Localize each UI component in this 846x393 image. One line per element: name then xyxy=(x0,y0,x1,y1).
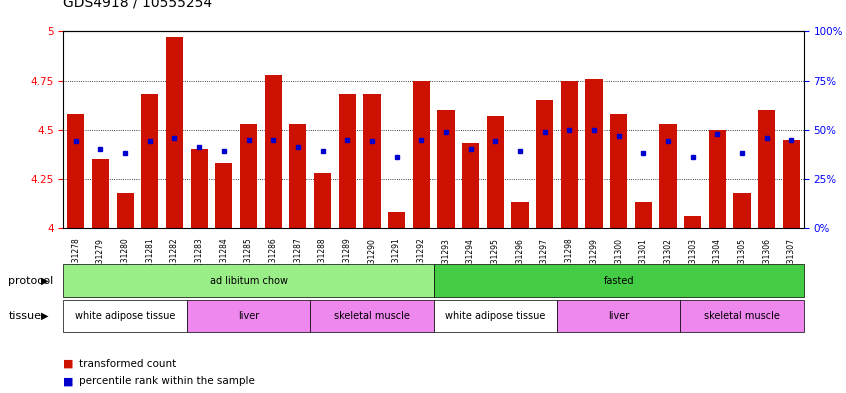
Bar xyxy=(92,159,109,228)
Bar xyxy=(709,130,726,228)
Text: ad libitum chow: ad libitum chow xyxy=(210,275,288,286)
Bar xyxy=(388,212,405,228)
Text: percentile rank within the sample: percentile rank within the sample xyxy=(79,376,255,386)
Bar xyxy=(758,110,775,228)
Bar xyxy=(561,81,578,228)
Bar xyxy=(585,79,602,228)
Text: white adipose tissue: white adipose tissue xyxy=(445,311,546,321)
Bar xyxy=(166,37,183,228)
Text: protocol: protocol xyxy=(8,275,53,286)
Bar xyxy=(437,110,454,228)
Text: ■: ■ xyxy=(63,376,74,386)
Bar xyxy=(363,94,381,228)
Bar xyxy=(117,193,134,228)
Text: GDS4918 / 10555254: GDS4918 / 10555254 xyxy=(63,0,212,10)
Text: ■: ■ xyxy=(63,358,74,369)
Bar xyxy=(240,124,257,228)
Text: skeletal muscle: skeletal muscle xyxy=(704,311,780,321)
Bar xyxy=(684,216,701,228)
Bar xyxy=(486,116,504,228)
Bar xyxy=(733,193,750,228)
Bar xyxy=(190,149,208,228)
Bar xyxy=(462,143,479,228)
Text: liver: liver xyxy=(238,311,259,321)
Bar xyxy=(659,124,677,228)
Text: ▶: ▶ xyxy=(41,275,48,286)
Bar xyxy=(314,173,331,228)
Bar xyxy=(67,114,85,228)
Bar xyxy=(413,81,430,228)
Text: white adipose tissue: white adipose tissue xyxy=(75,311,175,321)
Text: transformed count: transformed count xyxy=(79,358,176,369)
Bar xyxy=(289,124,306,228)
Text: fasted: fasted xyxy=(603,275,634,286)
Text: skeletal muscle: skeletal muscle xyxy=(334,311,409,321)
Text: ▶: ▶ xyxy=(41,311,48,321)
Text: tissue: tissue xyxy=(8,311,41,321)
Bar xyxy=(610,114,627,228)
Bar xyxy=(141,94,158,228)
Bar xyxy=(511,202,529,228)
Bar xyxy=(634,202,652,228)
Bar xyxy=(215,163,233,228)
Bar xyxy=(783,140,800,228)
Text: liver: liver xyxy=(608,311,629,321)
Bar xyxy=(338,94,356,228)
Bar xyxy=(265,75,282,228)
Bar xyxy=(536,100,553,228)
